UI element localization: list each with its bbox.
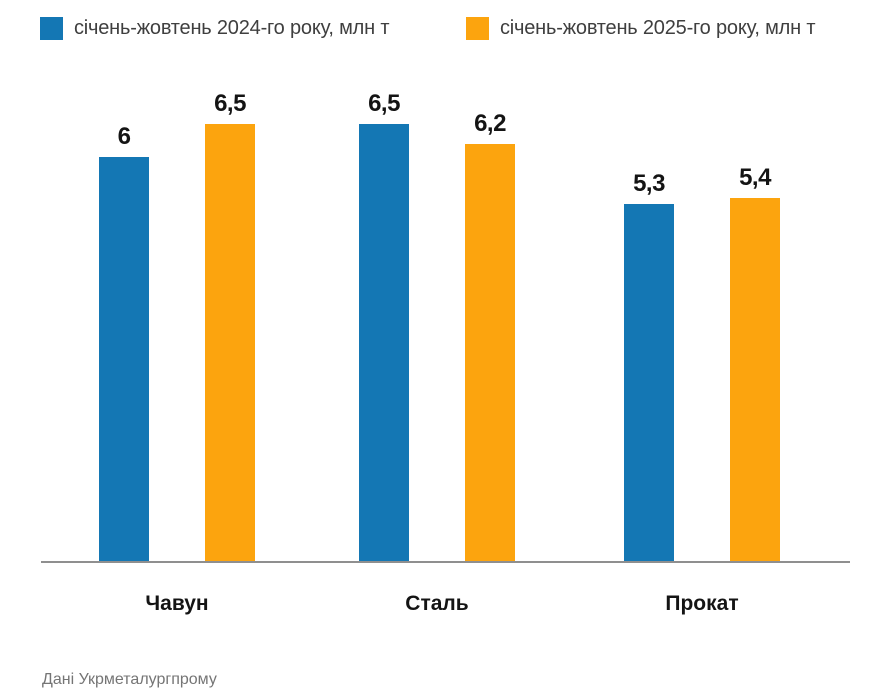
legend-swatch-2025 bbox=[466, 17, 489, 40]
bar-series1-group2 bbox=[730, 198, 780, 561]
bar-value-label: 5,3 bbox=[633, 170, 665, 197]
legend-item-2025: січень-жовтень 2025-го року, млн т bbox=[466, 17, 815, 40]
bar-series1-group0 bbox=[205, 124, 255, 561]
source-note: Дані Укрметалургпрому bbox=[42, 671, 217, 688]
category-label: Чавун bbox=[145, 592, 209, 615]
legend-item-2024: січень-жовтень 2024-го року, млн т bbox=[40, 17, 389, 40]
bar-series0-group1 bbox=[359, 124, 409, 561]
bar-value-label: 6,2 bbox=[474, 110, 506, 137]
bar-value-label: 5,4 bbox=[739, 164, 771, 191]
bar-value-label: 6,5 bbox=[214, 90, 246, 117]
legend-swatch-2024 bbox=[40, 17, 63, 40]
x-axis-line bbox=[41, 561, 850, 563]
category-label: Прокат bbox=[665, 592, 739, 615]
bar-value-label: 6 bbox=[117, 123, 131, 150]
bar-chart: 6 6,5 Чавун 6,5 6,2 Сталь 5,3 5,4 Прокат bbox=[41, 90, 850, 615]
legend-label-2024: січень-жовтень 2024-го року, млн т bbox=[74, 17, 390, 39]
legend-label-2025: січень-жовтень 2025-го року, млн т bbox=[500, 17, 816, 39]
bar-series0-group0 bbox=[99, 157, 149, 561]
bar-series1-group1 bbox=[465, 144, 515, 561]
bar-value-label: 6,5 bbox=[368, 90, 400, 117]
category-label: Сталь bbox=[405, 592, 469, 615]
bar-series0-group2 bbox=[624, 204, 674, 561]
